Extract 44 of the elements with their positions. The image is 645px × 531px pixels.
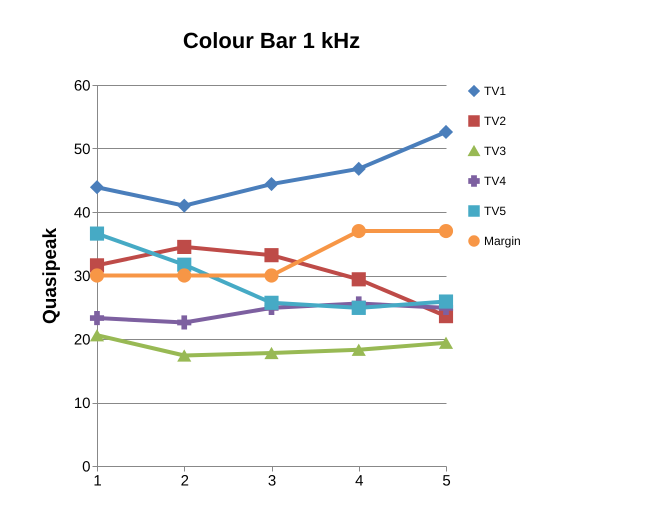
point [438,336,454,349]
legend-label: TV4 [484,174,506,188]
point [264,248,279,262]
y-tick-label: 0 [82,458,90,476]
point [90,180,104,194]
point [352,344,366,356]
point [177,349,192,362]
y-axis-title: Quasipeak [40,228,61,324]
point [352,162,366,176]
y-tick-label: 30 [74,268,90,285]
y-tick-label: 20 [74,332,90,348]
y-tick-label: 40 [74,204,90,222]
point [264,346,279,360]
y-tick-label: 60 [74,78,90,94]
x-tick-label: 3 [268,472,276,490]
point [90,329,104,342]
point [438,294,454,309]
point [438,224,454,238]
y-tick-label: 10 [74,395,90,412]
point [177,268,192,283]
point [177,315,192,330]
x-tick-label: 4 [355,472,364,490]
point [352,224,366,238]
point [90,226,104,241]
legend-label: TV1 [484,84,506,98]
x-tick-label: 2 [180,472,189,490]
legend-label: TV2 [484,114,506,128]
point [352,272,366,286]
point [264,176,279,192]
point [264,296,279,310]
legend-label: TV3 [484,144,506,158]
legend-label: TV5 [484,204,506,218]
point [438,124,454,140]
y-tick-label: 50 [74,141,90,158]
point [352,300,366,315]
point [177,198,192,213]
chart-title: Colour Bar 1 kHz [182,28,360,53]
x-tick-label: 1 [93,472,102,490]
point [177,240,192,254]
point [264,268,279,283]
point [90,310,104,326]
point [90,268,104,283]
x-tick-label: 5 [442,472,451,490]
legend-label: Margin [484,234,521,248]
